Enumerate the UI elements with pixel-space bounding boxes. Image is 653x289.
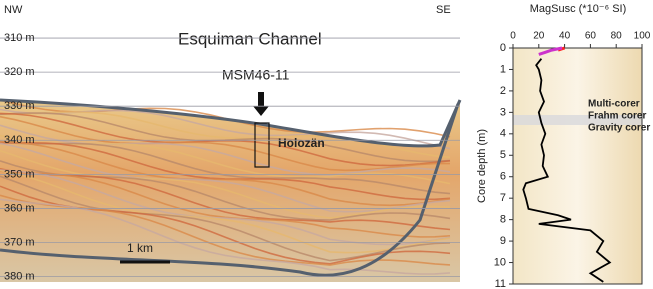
y-tick-label: 370 m	[4, 236, 35, 248]
y-tick-label: 340 m	[4, 134, 35, 146]
y-axis-label: Core depth (m)	[476, 129, 488, 203]
y-tick-label: 5	[500, 149, 506, 161]
unit-label: Holozän	[278, 136, 325, 150]
x-tick-label: 100	[634, 31, 651, 42]
y-tick-label: 9	[500, 235, 506, 247]
legend-entry: Multi-corer	[588, 99, 640, 110]
core-image	[513, 48, 642, 284]
y-tick-label: 6	[500, 171, 506, 183]
x-tick-label: 0	[510, 31, 516, 42]
scale-label: 1 km	[127, 241, 153, 255]
y-tick-label: 7	[500, 192, 506, 204]
y-tick-label: 10	[494, 256, 506, 268]
y-tick-label: 330 m	[4, 100, 35, 112]
y-tick-label: 8	[500, 214, 506, 226]
figure: NW SE Esquiman Channel MSM46-11 Holozän …	[0, 0, 653, 289]
x-tick-label: 80	[611, 31, 623, 42]
left-label: NW	[4, 4, 23, 16]
y-tick-label: 11	[495, 278, 506, 289]
arrow	[253, 92, 269, 116]
y-tick-label: 350 m	[4, 168, 35, 180]
x-tick-label: 20	[533, 31, 545, 42]
legend-entry: Gravity corer	[588, 123, 650, 134]
legend-entry: Frahm corer	[588, 111, 646, 122]
y-tick-label: 2	[500, 85, 506, 97]
y-tick-label: 380 m	[4, 270, 35, 282]
x-tick-label: 60	[585, 31, 597, 42]
y-tick-label: 320 m	[4, 66, 35, 78]
y-tick-label: 3	[500, 106, 506, 118]
right-label: SE	[436, 4, 451, 16]
title: Esquiman Channel	[178, 29, 322, 48]
y-tick-label: 360 m	[4, 202, 35, 214]
seismic-panel: NW SE Esquiman Channel MSM46-11 Holozän …	[0, 4, 460, 283]
core-label: MSM46-11	[222, 67, 290, 83]
chart-title: MagSusc (*10⁻⁶ SI)	[530, 3, 627, 15]
y-tick-label: 0	[500, 42, 506, 54]
y-tick-label: 4	[500, 128, 506, 140]
y-tick-label: 310 m	[4, 32, 35, 44]
x-tick-label: 40	[559, 31, 571, 42]
y-tick-label: 1	[500, 63, 506, 75]
